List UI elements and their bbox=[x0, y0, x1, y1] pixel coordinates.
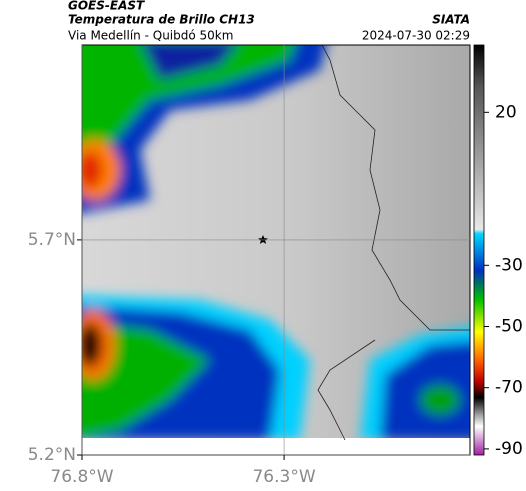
satellite-image bbox=[82, 45, 470, 455]
y-tick-label: 5.2°N bbox=[28, 445, 76, 465]
location-marker bbox=[258, 235, 268, 244]
colorbar-tick-label: -30 bbox=[495, 255, 523, 275]
source: SIATA bbox=[432, 13, 470, 27]
subtitle: Temperatura de Brillo CH13 bbox=[68, 13, 255, 27]
y-tick-label: 5.7°N bbox=[28, 230, 76, 250]
colorbar-tick-label: -50 bbox=[495, 316, 523, 336]
title: GOES-EAST bbox=[68, 0, 145, 13]
colorbar bbox=[473, 44, 485, 456]
colorbar-tick-label: -90 bbox=[495, 439, 523, 459]
route: Via Medellín - Quibdó 50km bbox=[68, 29, 233, 43]
colorbar-tick-label: 20 bbox=[495, 102, 517, 122]
timestamp: 2024-07-30 02:29 bbox=[362, 29, 470, 43]
x-tick-label: 76.8°W bbox=[50, 467, 113, 487]
colorbar-tick-label: -70 bbox=[495, 378, 523, 398]
x-tick-label: 76.3°W bbox=[252, 467, 315, 487]
